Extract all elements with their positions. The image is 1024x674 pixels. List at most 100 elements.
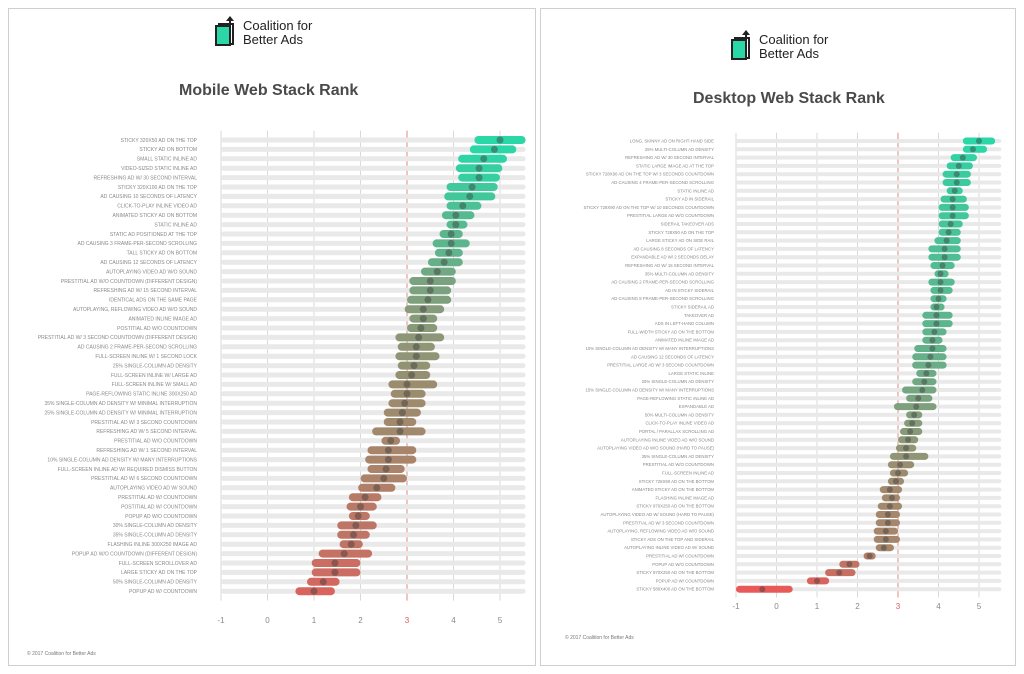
row-track [736, 172, 1002, 177]
ci-bar [395, 333, 445, 342]
row-track [221, 269, 526, 275]
row-label: STICKY 728X90 AD ON THE BOTTOM [639, 479, 715, 484]
row-label: POPUP AD W/O COUNTDOWN [652, 562, 714, 567]
ci-bar [439, 230, 463, 238]
row-track [736, 578, 1002, 583]
ci-bar [912, 361, 947, 369]
ci-bar [432, 239, 470, 248]
x-tick-label: 4 [936, 602, 941, 611]
ci-bar [365, 455, 417, 464]
row-label: 25% SINGLE-COLUMN AD DENSITY [113, 363, 198, 369]
row-track [736, 313, 1002, 318]
row-label: STICKY AD IN SIDERAIL [665, 197, 714, 202]
mean-dot [895, 470, 901, 476]
row-track [221, 316, 526, 322]
row-track [736, 288, 1002, 293]
logo-line1: Coalition for [759, 32, 829, 47]
mean-dot [310, 587, 318, 595]
ci-bar [458, 173, 500, 182]
mean-dot [933, 320, 940, 327]
row-label: 35% MULTI-COLUMN AD DENSITY [645, 271, 714, 276]
row-track [221, 334, 526, 340]
x-tick-label: 1 [815, 602, 820, 611]
row-label: AD CAUSING 3 FRAME-PER-SECOND SCROLLING [78, 241, 198, 247]
mean-dot [909, 420, 916, 427]
row-track [736, 329, 1002, 334]
row-label: PRESTITIAL AD W/ 3 SECOND COUNTDOWN (DIF… [38, 335, 198, 341]
row-label: STICKY 728X90 AD ON THE TOP W/ 3 SECONDS… [586, 172, 714, 177]
row-label: AD CAUSING 4 FRAME-PER-SECOND SCROLLING [611, 180, 714, 185]
mean-dot [417, 324, 425, 332]
row-track [736, 271, 1002, 276]
row-track [221, 175, 526, 181]
mean-dot [352, 521, 360, 529]
mean-dot [452, 221, 460, 229]
row-label: STICKY 320X100 AD ON THE TOP [118, 185, 198, 191]
ci-bar [950, 154, 977, 162]
row-track [221, 165, 526, 171]
desktop-chart-panel: Coalition for Better Ads Desktop Web Sta… [540, 8, 1016, 666]
ci-bar [474, 136, 526, 144]
mean-dot [929, 337, 936, 344]
row-track [221, 353, 526, 359]
row-label: STICKY 970X250 AD ON THE BOTTOM [636, 570, 714, 575]
mean-dot [903, 453, 910, 460]
row-label: PRESTITIAL AD W/ 6 SECOND COUNTDOWN [91, 476, 197, 482]
row-label: VIDEO-SIZED STATIC INLINE AD [121, 166, 197, 172]
mean-dot [836, 569, 843, 576]
row-label: AUTOPLAYING, REFLOWING VIDEO AD W/O SOUN… [73, 307, 197, 313]
mean-dot [426, 286, 434, 294]
row-label: STICKY SIDERAIL AD [671, 305, 714, 310]
mean-dot [459, 202, 467, 210]
mean-dot [884, 511, 891, 518]
row-label: REFRESHING AD W/ 30 SECOND INTERVAL [94, 175, 198, 181]
row-track [736, 587, 1002, 592]
mean-dot [888, 494, 895, 501]
row-track [736, 512, 1002, 517]
mean-dot [401, 399, 409, 407]
ci-bar [900, 428, 923, 435]
ci-bar [434, 248, 463, 257]
ci-bar [390, 389, 426, 398]
ci-bar [806, 577, 830, 585]
x-tick-label: 3 [405, 616, 410, 625]
ci-bar [906, 411, 923, 419]
mean-dot [415, 333, 423, 341]
ci-bar [875, 511, 901, 518]
row-label: ANIMATED INLINE IMAGE AD [655, 338, 714, 343]
row-label: FLASHING INLINE IMAGE AD [656, 495, 715, 500]
row-track [221, 156, 526, 162]
ci-bar [367, 465, 405, 473]
row-label: AD CAUSING 12 SECONDS OF LATENCY [631, 354, 714, 359]
mean-dot [935, 295, 942, 302]
mean-dot [933, 304, 940, 310]
mean-dot [412, 343, 420, 351]
mean-dot [408, 371, 416, 379]
ci-bar [875, 519, 901, 527]
row-track [221, 306, 526, 312]
coalition-logo: Coalition for Better Ads [215, 16, 312, 47]
ci-bar [930, 303, 945, 311]
row-label: SIDERAIL TAKEOVER ADS [661, 222, 715, 227]
copyright: © 2017 Coalition for Better Ads [27, 651, 96, 657]
mean-dot [396, 427, 404, 435]
ci-bar [873, 527, 898, 535]
ci-bar [427, 258, 463, 267]
row-track [736, 388, 1002, 392]
row-label: STICKY ADS ON THE TOP AND SIDERAIL [631, 537, 715, 542]
desktop-chart-title: Desktop Web Stack Rank [693, 90, 885, 107]
ci-bar [922, 311, 953, 319]
mean-dot [475, 174, 483, 182]
ci-bar [420, 267, 456, 276]
row-track [736, 188, 1002, 193]
mean-dot [412, 352, 420, 360]
row-track [736, 495, 1002, 500]
logo-line2: Better Ads [759, 46, 819, 61]
mean-dot [419, 315, 427, 323]
mean-dot [947, 221, 954, 227]
mean-dot [882, 536, 889, 543]
mobile-chart-title: Mobile Web Stack Rank [179, 82, 359, 99]
ci-bar [337, 530, 370, 539]
row-label: AUTOPLAYING VIDEO AD W/O SOUND (HARD TO … [597, 446, 714, 451]
row-track [221, 513, 526, 519]
